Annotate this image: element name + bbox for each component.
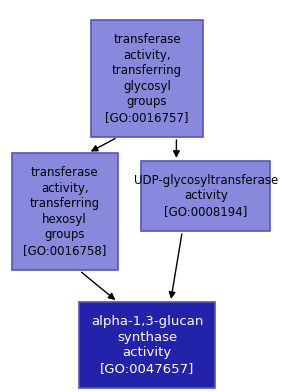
Text: transferase
activity,
transferring
glycosyl
groups
[GO:0016757]: transferase activity, transferring glyco…	[105, 33, 189, 123]
FancyBboxPatch shape	[91, 20, 203, 137]
Text: alpha-1,3-glucan
synthase
activity
[GO:0047657]: alpha-1,3-glucan synthase activity [GO:0…	[91, 315, 203, 375]
Text: UDP-glycosyltransferase
activity
[GO:0008194]: UDP-glycosyltransferase activity [GO:000…	[134, 174, 278, 218]
FancyBboxPatch shape	[79, 302, 215, 388]
Text: transferase
activity,
transferring
hexosyl
groups
[GO:0016758]: transferase activity, transferring hexos…	[23, 167, 106, 257]
FancyBboxPatch shape	[12, 153, 118, 270]
FancyBboxPatch shape	[141, 161, 270, 231]
